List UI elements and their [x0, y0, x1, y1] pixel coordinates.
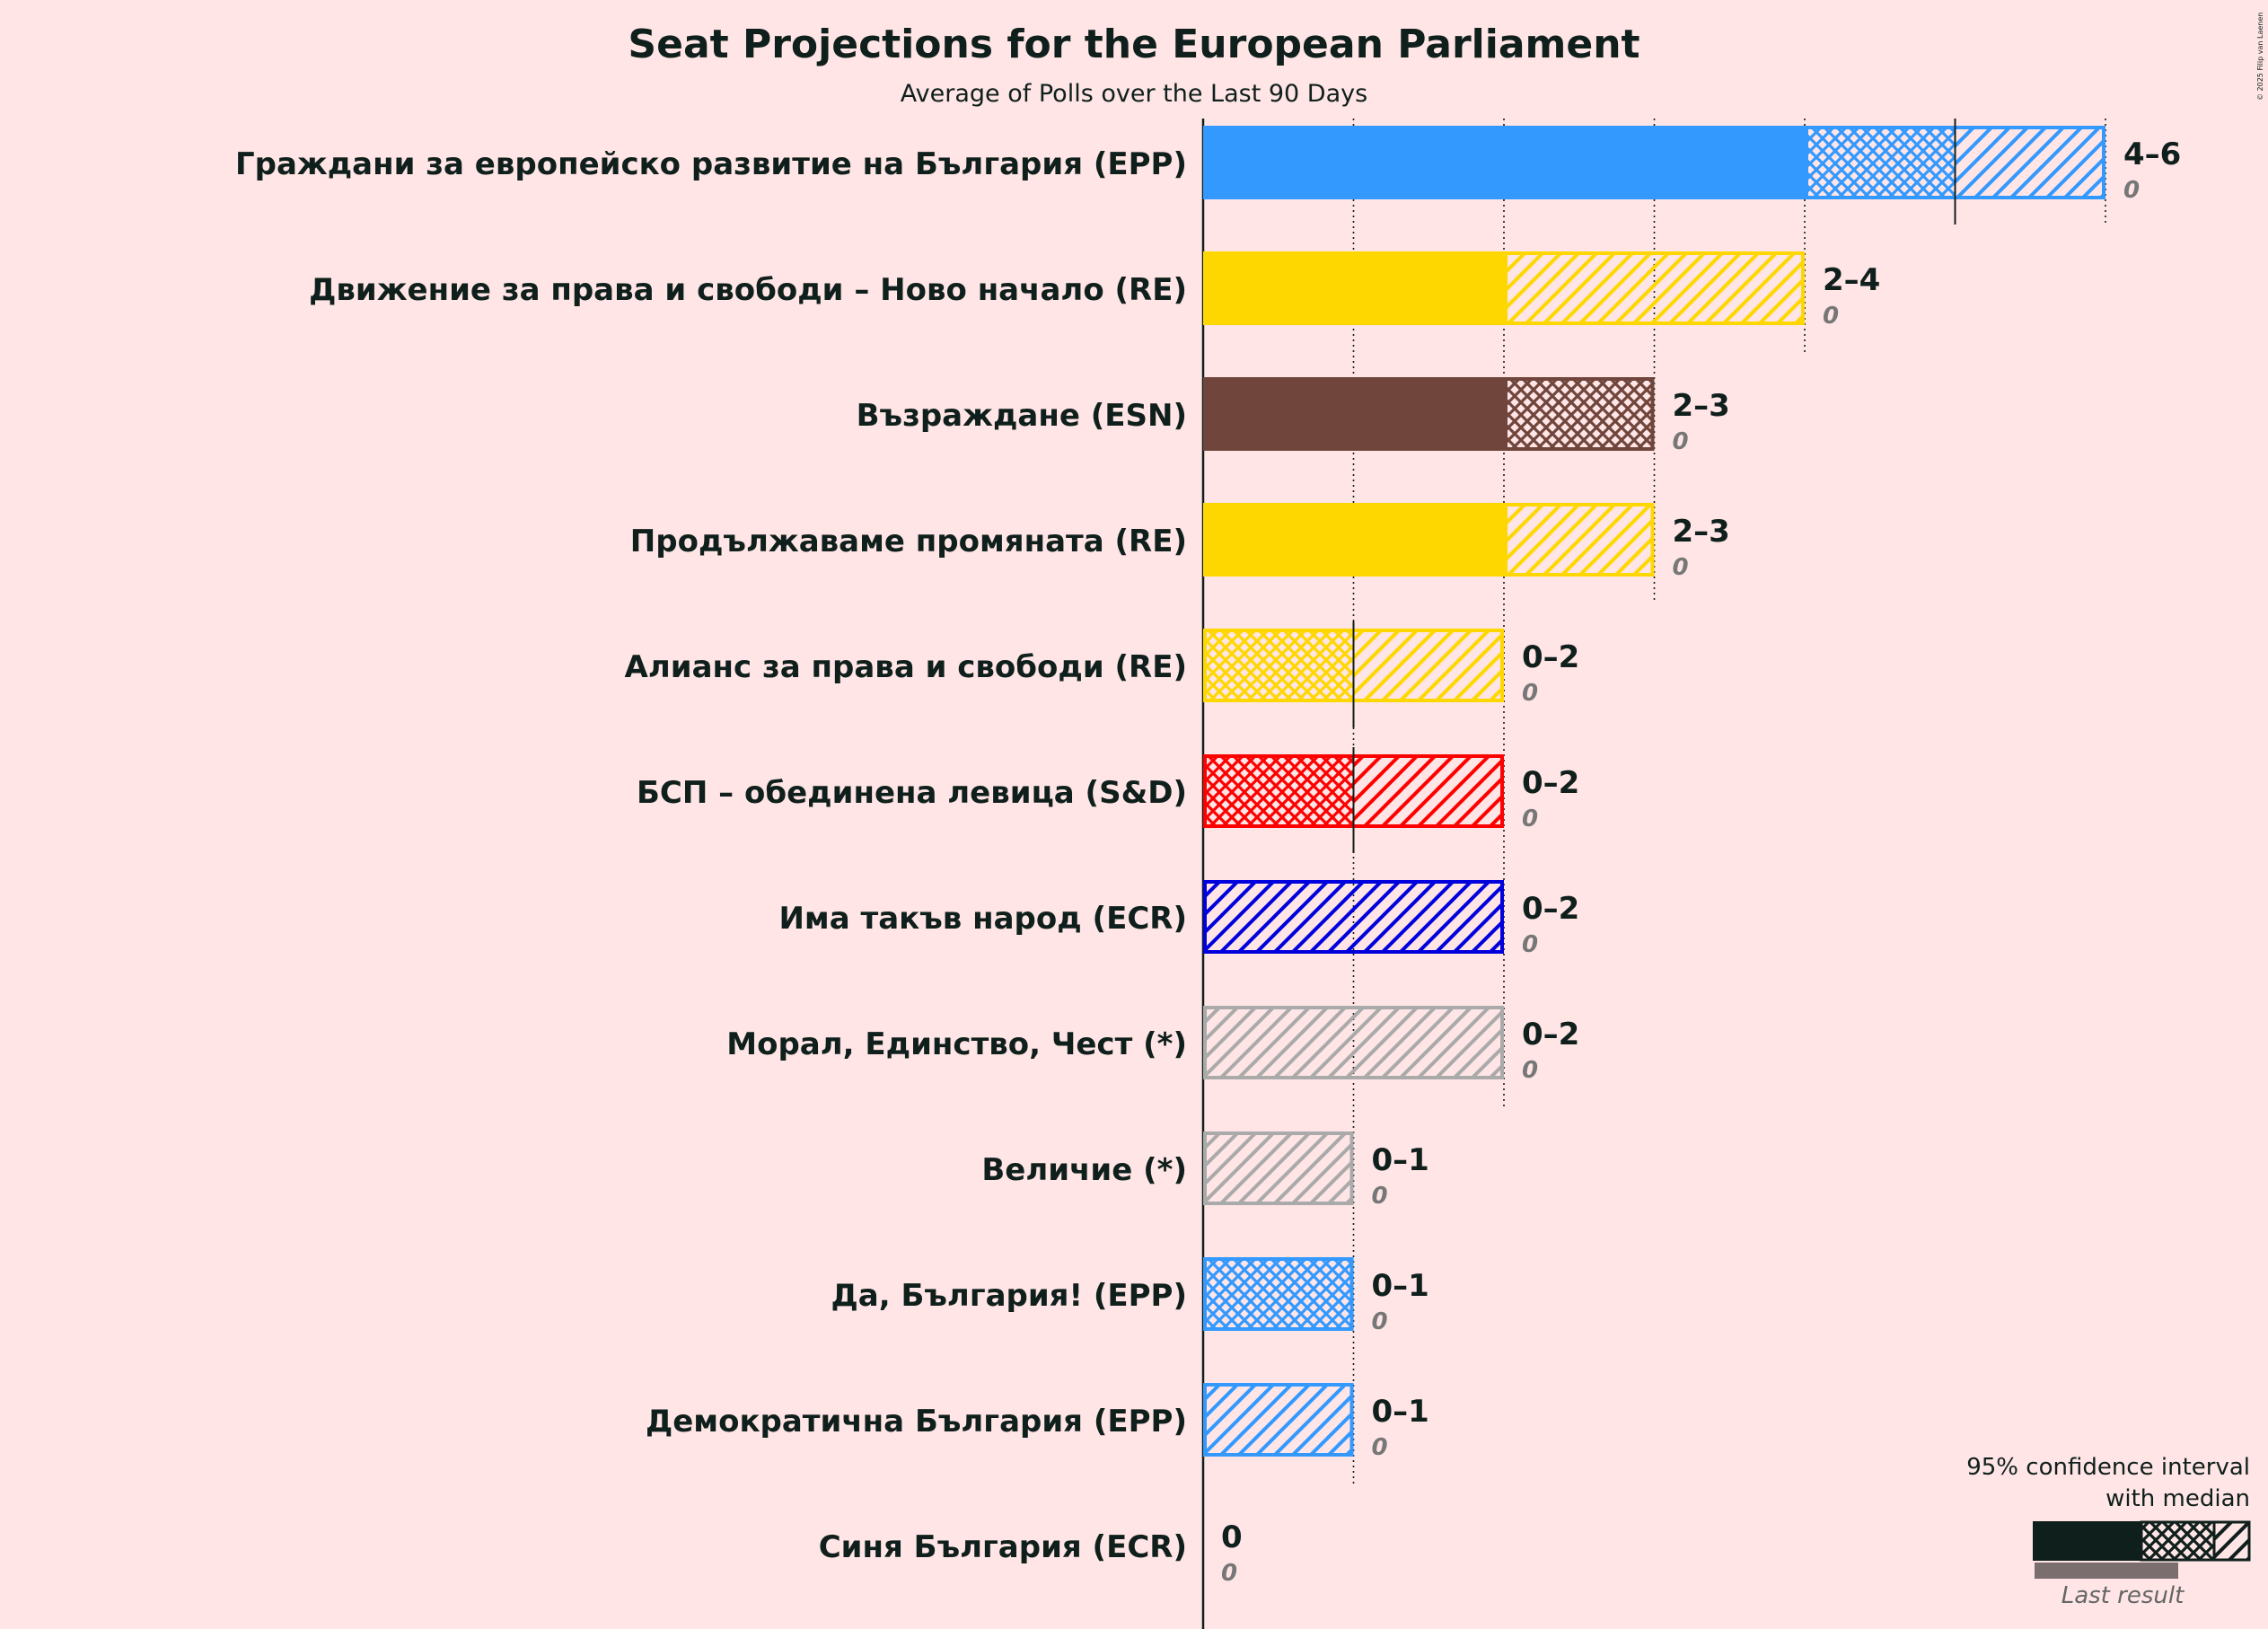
party-name: Величие (*) — [981, 1152, 1187, 1188]
last-result-value: 0 — [1673, 428, 1689, 455]
party-name: Алианс за права и свободи (RE) — [625, 649, 1187, 685]
ci-upper-bar — [1203, 880, 1504, 954]
party-name: Продължаваме промяната (RE) — [630, 524, 1187, 559]
party-name: БСП – обединена левица (S&D) — [637, 775, 1187, 811]
range-label: 4–6 — [2123, 136, 2181, 172]
solid-bar — [1203, 126, 1805, 199]
party-row: Възраждане (ESN) 2–3 0 — [857, 377, 1730, 455]
ci-outline — [1504, 377, 1655, 451]
ci-outline — [1203, 1131, 1354, 1205]
party-row: БСП – обединена левица (S&D) 0–2 0 — [637, 747, 1579, 853]
party-name: Морал, Единство, Чест (*) — [726, 1026, 1187, 1062]
solid-bar — [1203, 377, 1504, 451]
ci-outline — [1203, 1383, 1354, 1457]
last-result-value: 0 — [1823, 303, 1839, 330]
last-result-value: 0 — [1522, 1057, 1538, 1084]
last-result-value: 0 — [1221, 1560, 1237, 1587]
legend-title-line1: 95% confidence interval — [1966, 1454, 2250, 1481]
ci-outline — [1504, 251, 1805, 325]
party-row: Граждани за европейско развитие на Бълга… — [235, 119, 2181, 225]
range-label: 0–1 — [1372, 1268, 1429, 1304]
party-name: Демократична България (EPP) — [646, 1404, 1187, 1440]
range-label: 0–2 — [1522, 765, 1579, 801]
range-label: 0–2 — [1522, 1017, 1579, 1052]
legend-ci-outline — [2140, 1520, 2251, 1562]
solid-bar — [1203, 251, 1504, 325]
ci-outline — [1203, 1257, 1354, 1331]
range-label: 2–4 — [1823, 262, 1880, 298]
last-result-value: 0 — [1522, 806, 1538, 832]
party-name: Граждани за европейско развитие на Бълга… — [235, 146, 1187, 182]
legend-solid-swatch — [2033, 1521, 2141, 1561]
ci-upper-bar — [1353, 754, 1504, 828]
last-result-value: 0 — [2123, 177, 2140, 204]
range-label: 0–2 — [1522, 639, 1579, 675]
party-name: Има такъв народ (ECR) — [778, 901, 1187, 937]
party-name: Синя България (ECR) — [819, 1529, 1187, 1565]
chart-title: Seat Projections for the European Parlia… — [628, 22, 1639, 67]
legend-title-line2: with median — [2105, 1485, 2250, 1512]
legend: 95% confidence interval with median Last r… — [1966, 1454, 2251, 1609]
ci-lower-bar — [1805, 126, 1956, 199]
ci-outline — [1203, 1006, 1504, 1079]
legend-last-result-label: Last result — [2061, 1582, 2184, 1609]
party-bars: Граждани за европейско развитие на Бълга… — [235, 119, 2181, 1587]
range-label: 2–3 — [1673, 388, 1730, 424]
party-row: Синя България (ECR) 0 0 — [819, 1519, 1243, 1587]
party-row: Морал, Единство, Чест (*) 0–2 0 — [726, 1006, 1579, 1084]
last-result-value: 0 — [1673, 554, 1689, 581]
range-label: 0–1 — [1372, 1142, 1429, 1178]
copyright-note: © 2025 Filip van Laenen — [2256, 13, 2264, 101]
legend-cross-swatch — [2141, 1521, 2214, 1561]
solid-bar — [1203, 503, 1504, 577]
party-row: Продължаваме промяната (RE) 2–3 0 — [630, 503, 1730, 581]
ci-lower-bar — [1504, 377, 1655, 451]
ci-upper-bar — [1504, 503, 1655, 577]
ci-lower-bar — [1203, 754, 1354, 828]
range-label: 0–2 — [1522, 891, 1579, 927]
ci-outline — [1504, 503, 1655, 577]
ci-upper-bar — [1203, 1006, 1504, 1079]
ci-upper-bar — [1203, 1131, 1354, 1205]
party-row: Има такъв народ (ECR) 0–2 0 — [778, 880, 1579, 958]
party-row: Величие (*) 0–1 0 — [981, 1131, 1429, 1210]
chart-subtitle: Average of Polls over the Last 90 Days — [901, 80, 1367, 108]
party-row: Движение за права и свободи – Ново начал… — [309, 251, 1880, 330]
last-result-value: 0 — [1372, 1434, 1388, 1461]
party-name: Движение за права и свободи – Ново начал… — [309, 272, 1187, 308]
range-label: 0–1 — [1372, 1394, 1429, 1430]
legend-last-result-bar — [2035, 1563, 2178, 1579]
ci-upper-bar — [1353, 629, 1504, 702]
ci-lower-bar — [1203, 629, 1354, 702]
party-row: Да, България! (EPP) 0–1 0 — [831, 1257, 1429, 1335]
last-result-value: 0 — [1522, 680, 1538, 707]
party-name: Възраждане (ESN) — [857, 398, 1187, 434]
party-row: Демократична България (EPP) 0–1 0 — [646, 1383, 1429, 1461]
ci-outline — [1203, 880, 1504, 954]
party-name: Да, България! (EPP) — [831, 1278, 1187, 1314]
ci-upper-bar — [1504, 251, 1805, 325]
last-result-value: 0 — [1522, 931, 1538, 958]
ci-upper-bar — [1955, 126, 2105, 199]
legend-hatch-swatch — [2214, 1521, 2250, 1561]
party-row: Алианс за права и свободи (RE) 0–2 0 — [625, 621, 1579, 727]
range-label: 2–3 — [1673, 514, 1730, 550]
ci-upper-bar — [1203, 1383, 1354, 1457]
last-result-value: 0 — [1372, 1183, 1388, 1210]
ci-lower-bar — [1203, 1257, 1354, 1331]
last-result-value: 0 — [1372, 1308, 1388, 1335]
range-label: 0 — [1221, 1519, 1243, 1555]
